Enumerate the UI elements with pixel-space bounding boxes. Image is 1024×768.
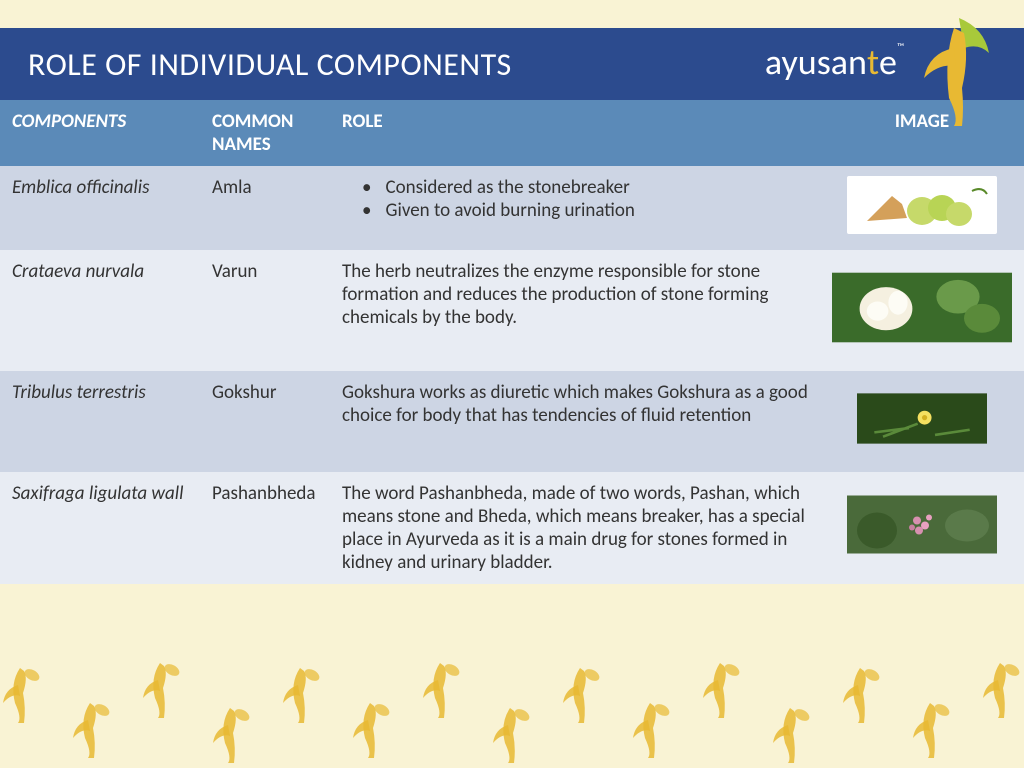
cell-component: Emblica officinalis	[0, 166, 200, 250]
footer-pattern	[0, 653, 1024, 768]
header-bar: ROLE OF INDIVIDUAL COMPONENTS ayusante™	[0, 28, 1024, 100]
col-header-components: COMPONENTS	[0, 100, 200, 166]
col-header-role: ROLE	[330, 100, 820, 166]
components-table: COMPONENTS COMMON NAMES ROLE IMAGE Embli…	[0, 100, 1024, 584]
cell-role: Considered as the stonebreaker Given to …	[330, 166, 820, 250]
cell-common-name: Amla	[200, 166, 330, 250]
cell-role: The word Pashanbheda, made of two words,…	[330, 472, 820, 584]
cell-common-name: Pashanbheda	[200, 472, 330, 584]
cell-common-name: Gokshur	[200, 371, 330, 472]
page-title: ROLE OF INDIVIDUAL COMPONENTS	[28, 45, 512, 84]
brand-tm: ™	[897, 40, 904, 53]
cell-image	[820, 472, 1024, 584]
cell-role: Gokshura works as diuretic which makes G…	[330, 371, 820, 472]
table-row: Tribulus terrestris Gokshur Gokshura wor…	[0, 371, 1024, 472]
role-bullet: Considered as the stonebreaker	[362, 176, 808, 199]
cell-component: Saxifraga ligulata wall	[0, 472, 200, 584]
cell-image	[820, 166, 1024, 250]
cell-component: Crataeva nurvala	[0, 250, 200, 371]
brand-prefix: ayusan	[765, 40, 867, 84]
col-header-common-names: COMMON NAMES	[200, 100, 330, 166]
brand-suffix: e	[879, 40, 897, 84]
role-bullet: Given to avoid burning urination	[362, 199, 808, 222]
brand-logo-text: ayusante™	[765, 40, 904, 84]
brand-accent: t	[867, 40, 879, 84]
gokshur-image	[857, 381, 987, 456]
cell-role: The herb neutralizes the enzyme responsi…	[330, 250, 820, 371]
pashanbheda-image	[847, 482, 997, 567]
varun-image	[832, 260, 1012, 355]
amla-image	[847, 176, 997, 234]
cell-component: Tribulus terrestris	[0, 371, 200, 472]
cell-image	[820, 371, 1024, 472]
cell-common-name: Varun	[200, 250, 330, 371]
table-row: Saxifraga ligulata wall Pashanbheda The …	[0, 472, 1024, 584]
cell-image	[820, 250, 1024, 371]
table-row: Emblica officinalis Amla Considered as t…	[0, 166, 1024, 250]
brand-leaf-icon	[914, 8, 1004, 128]
table-header-row: COMPONENTS COMMON NAMES ROLE IMAGE	[0, 100, 1024, 166]
table-row: Crataeva nurvala Varun The herb neutrali…	[0, 250, 1024, 371]
